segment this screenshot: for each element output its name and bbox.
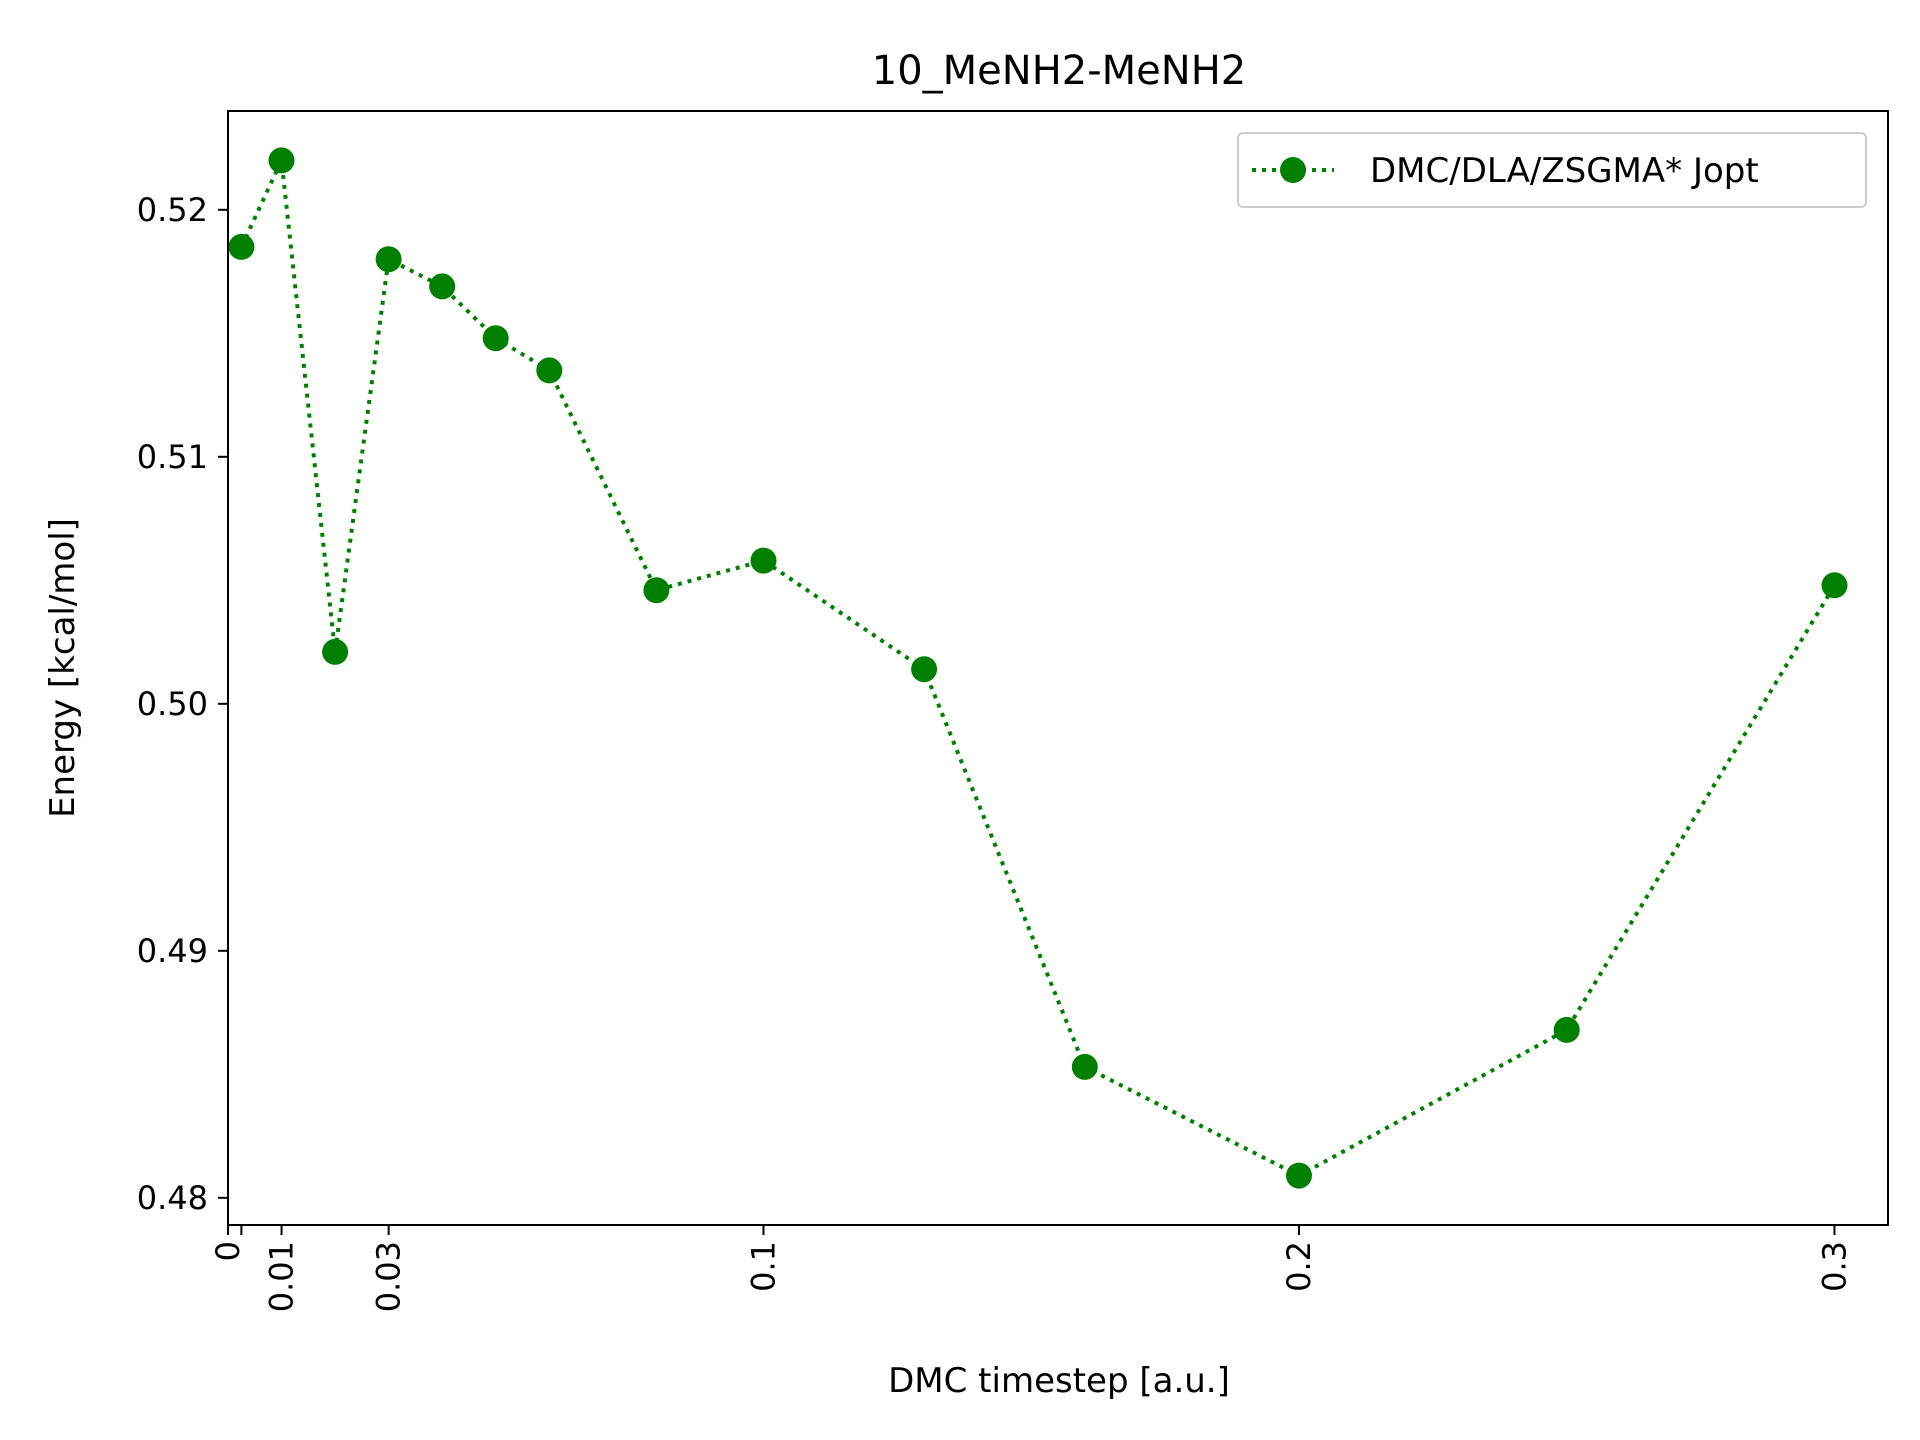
- data-point: [536, 357, 563, 384]
- plot-layer: [228, 147, 1848, 1189]
- x-tick-label: 0: [209, 1241, 247, 1261]
- y-tick-label: 0.49: [137, 932, 208, 970]
- legend: DMC/DLA/ZSGMA* Jopt: [1237, 132, 1867, 208]
- x-tick-label: 0.1: [745, 1241, 783, 1292]
- data-point: [1286, 1162, 1312, 1189]
- y-axis-label: Energy [kcal/mol]: [43, 518, 83, 818]
- data-point: [1821, 572, 1848, 599]
- series-line: [239, 153, 1837, 1178]
- x-axis-label: DMC timestep [a.u.]: [888, 1361, 1230, 1401]
- data-point: [268, 147, 295, 174]
- data-point: [911, 656, 938, 683]
- x-tick-label: 0.3: [1816, 1241, 1854, 1292]
- legend-label: DMC/DLA/ZSGMA* Jopt: [1370, 151, 1759, 191]
- legend-box: [1237, 132, 1867, 208]
- y-tick-label: 0.48: [137, 1179, 208, 1217]
- data-point: [1071, 1053, 1098, 1080]
- data-point: [643, 577, 670, 604]
- x-tick-label: 0.03: [370, 1241, 408, 1312]
- y-tick-label: 0.52: [137, 191, 208, 229]
- x-tick-label: 0.2: [1280, 1241, 1318, 1292]
- y-tick-label: 0.50: [137, 685, 208, 723]
- data-point: [322, 638, 349, 665]
- legend-marker: [1280, 157, 1306, 183]
- y-tick-label: 0.51: [137, 438, 208, 476]
- data-point: [375, 246, 402, 273]
- data-point: [429, 273, 456, 300]
- data-point: [750, 547, 777, 574]
- y-axis-ticks: 0.48 0.49 0.50 0.51 0.52: [137, 191, 228, 1217]
- data-point: [228, 233, 255, 260]
- data-point: [482, 325, 509, 352]
- chart-title: 10_MeNH2-MeNH2: [872, 48, 1246, 94]
- x-tick-label: 0.01: [263, 1241, 301, 1312]
- plot-frame: [227, 110, 1889, 1226]
- data-point: [1553, 1016, 1580, 1043]
- x-axis-ticks: 0 0.01 0.03 0.1 0.2 0.3: [209, 1225, 1854, 1312]
